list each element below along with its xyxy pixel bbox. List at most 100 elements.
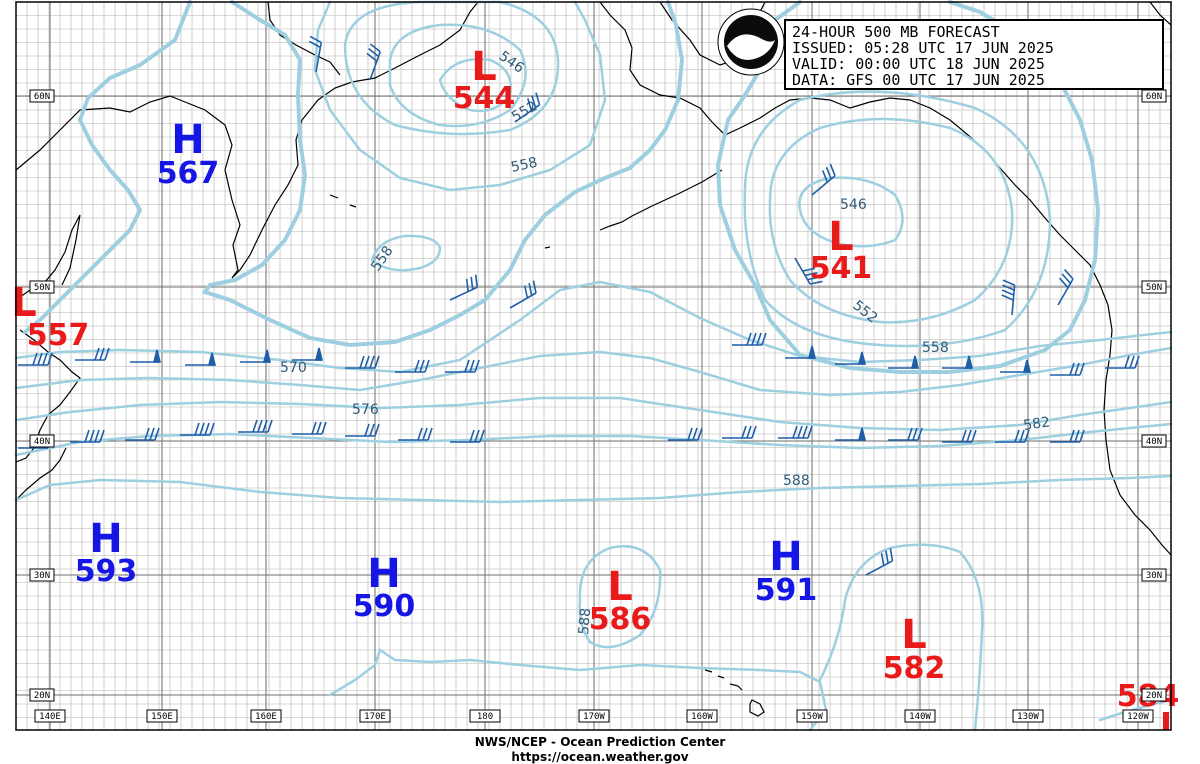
contour-label: 588 (576, 607, 594, 635)
contour-label: 582 (1022, 414, 1051, 434)
svg-text:160E: 160E (255, 712, 277, 722)
svg-text:170E: 170E (364, 712, 386, 722)
svg-text:30N: 30N (1146, 571, 1162, 581)
lon-label: 160E (250, 709, 282, 723)
wind-barb (292, 421, 327, 435)
low-center-value: 586 (589, 602, 652, 637)
contour-label: 576 (352, 402, 379, 418)
lon-label: 170W (578, 709, 610, 723)
header-issued: ISSUED: 05:28 UTC 17 JUN 2025 (792, 39, 1054, 57)
wind-barb (668, 427, 703, 441)
lon-label: 170E (359, 709, 391, 723)
low-center-value: 557 (27, 318, 90, 353)
wind-barb (888, 427, 923, 441)
forecast-header: 24-HOUR 500 MB FORECAST ISSUED: 05:28 UT… (784, 19, 1164, 90)
svg-text:140W: 140W (909, 712, 931, 722)
map-border (15, 1, 1172, 731)
wind-barb (240, 349, 272, 363)
svg-text:20N: 20N (34, 691, 50, 701)
high-center-value: 567 (157, 156, 220, 191)
svg-text:50N: 50N (34, 283, 50, 293)
lat-label: 60N (29, 89, 55, 103)
wind-barb (308, 35, 322, 73)
low-center-letter: L (471, 44, 497, 90)
svg-text:180: 180 (477, 712, 493, 722)
svg-text:30N: 30N (34, 571, 50, 581)
svg-text:150W: 150W (801, 712, 823, 722)
high-center-letter: H (89, 516, 122, 562)
header-data: DATA: GFS 00 UTC 17 JUN 2025 (792, 71, 1045, 89)
lat-label: 50N (29, 280, 55, 294)
footer-url[interactable]: https://ocean.weather.gov (511, 750, 689, 764)
lat-label: 20N (1141, 688, 1167, 702)
high-center-letter: H (367, 551, 400, 597)
lat-label: 40N (1141, 434, 1167, 448)
contour-label: 558 (510, 155, 539, 176)
svg-text:40N: 40N (34, 437, 50, 447)
high-center-value: 593 (75, 554, 138, 589)
lon-label: 180 (469, 709, 501, 723)
wind-barb (180, 422, 215, 436)
wind-barb (70, 429, 105, 443)
wind-barb (450, 429, 485, 443)
lat-label: 60N (1141, 89, 1167, 103)
low-center-letter-partial (1163, 712, 1169, 730)
wind-barb (509, 280, 537, 309)
wind-barb (366, 43, 382, 81)
svg-text:60N: 60N (1146, 92, 1162, 102)
wind-barb (292, 347, 324, 361)
svg-text:130W: 130W (1017, 712, 1039, 722)
lon-label: 150E (146, 709, 178, 723)
low-center-value: 582 (883, 651, 946, 686)
wind-barb (835, 427, 867, 441)
footer-agency: NWS/NCEP - Ocean Prediction Center (474, 735, 726, 749)
lon-label: 140W (904, 709, 936, 723)
contour-label: 588 (783, 473, 810, 489)
wind-barb (125, 427, 160, 441)
svg-text:40N: 40N (1146, 437, 1162, 447)
high-center-letter: H (769, 534, 802, 580)
lon-label: 120W (1122, 709, 1154, 723)
wind-barb (514, 92, 541, 123)
contour-label: 546 (840, 197, 867, 213)
wind-barb (395, 359, 430, 373)
header-title: 24-HOUR 500 MB FORECAST (792, 23, 1000, 41)
high-center-letter: H (171, 117, 204, 163)
height-contours (14, 0, 1173, 732)
svg-text:50N: 50N (1146, 283, 1162, 293)
lat-label: 30N (1141, 568, 1167, 582)
contour-label: 558 (922, 340, 949, 356)
low-center-letter: L (901, 612, 927, 658)
wind-barb (185, 352, 217, 366)
lon-label: 160W (686, 709, 718, 723)
wind-barb (1057, 269, 1074, 306)
svg-text:140E: 140E (39, 712, 61, 722)
svg-text:20N: 20N (1146, 691, 1162, 701)
header-valid: VALID: 00:00 UTC 18 JUN 2025 (792, 55, 1045, 73)
svg-text:170W: 170W (583, 712, 605, 722)
wind-barb (888, 355, 920, 369)
lon-label: 140E (34, 709, 66, 723)
header-box (784, 19, 1164, 90)
wind-barb (18, 352, 53, 366)
low-center-letter: L (607, 564, 633, 610)
high-center-value: 590 (353, 589, 416, 624)
wind-barb (1105, 355, 1140, 369)
wind-barb (345, 355, 380, 369)
low-center-value: 541 (810, 251, 873, 286)
wind-barb (398, 427, 433, 441)
wind-barb (942, 429, 977, 443)
low-center-value: 544 (453, 81, 516, 116)
wind-barb (345, 423, 380, 437)
wind-barb (1050, 429, 1085, 443)
wind-barb (1050, 362, 1085, 376)
low-center-letter: L (828, 214, 854, 260)
lat-label: 20N (29, 688, 55, 702)
wind-barb (794, 257, 823, 285)
high-center-value: 591 (755, 573, 818, 608)
wind-barb (238, 419, 273, 433)
wind-barb (811, 163, 836, 196)
wind-barb (942, 355, 974, 369)
wind-barb (995, 429, 1030, 443)
